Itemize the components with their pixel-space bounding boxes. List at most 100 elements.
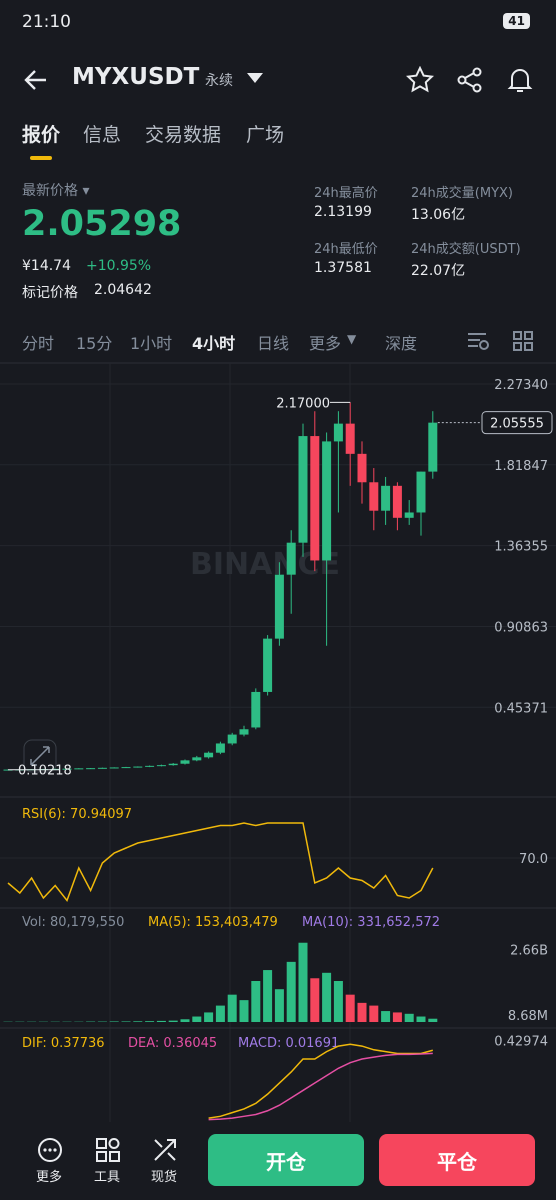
- tab[interactable]: 信息: [83, 124, 122, 146]
- back-icon[interactable]: [22, 66, 50, 94]
- candle-body: [263, 638, 273, 692]
- macd-legend: MACD: 0.01691: [238, 1036, 339, 1051]
- dea-line: [208, 1052, 433, 1121]
- candle-body: [192, 757, 202, 761]
- candle-body: [333, 423, 343, 442]
- last-price-box: [481, 411, 553, 435]
- stat-value: 2.13199: [314, 204, 372, 220]
- candle-body: [168, 763, 178, 766]
- candle-body: [121, 767, 131, 769]
- volume-bar: [298, 942, 308, 1022]
- stat-value: 1.37581: [314, 260, 372, 276]
- candle-body: [416, 471, 426, 513]
- more-caret: ▼: [347, 332, 357, 346]
- more-icon[interactable]: [37, 1137, 63, 1163]
- y-tick-label: 2.66B: [510, 943, 548, 958]
- dif-line: [208, 1043, 433, 1119]
- volume-bar: [286, 961, 296, 1022]
- volume-bar: [428, 1018, 438, 1022]
- low-label: 0.10218: [18, 764, 72, 779]
- volume-bar: [345, 994, 355, 1022]
- expand-icon: [30, 746, 50, 766]
- mark-price: 2.04642: [94, 282, 152, 298]
- y-tick-label: 0.90863: [494, 620, 548, 635]
- volume-bar: [251, 981, 261, 1022]
- interval[interactable]: 更多: [309, 334, 342, 353]
- y-tick-label: 1.36355: [494, 540, 548, 555]
- volume-bar: [310, 978, 320, 1022]
- ma5-legend: MA(5): 153,403,479: [148, 915, 278, 930]
- volume-bar: [322, 972, 332, 1022]
- candle-body: [145, 765, 155, 767]
- interval[interactable]: 1小时: [130, 334, 173, 353]
- tab[interactable]: 报价: [22, 124, 61, 146]
- stat-label: 24h最高价: [314, 186, 378, 201]
- interval[interactable]: 4小时: [192, 334, 236, 353]
- candle-body: [97, 767, 107, 769]
- volume-bar: [392, 1012, 402, 1022]
- interval[interactable]: 日线: [257, 334, 290, 353]
- y-tick-label: 2.27340: [494, 378, 548, 393]
- volume-bar: [416, 1016, 426, 1022]
- vol-legend: Vol: 80,179,550: [22, 915, 124, 930]
- interval[interactable]: 深度: [385, 334, 418, 353]
- contract-type[interactable]: 永续: [205, 73, 233, 89]
- indicator-icon[interactable]: [466, 330, 490, 352]
- candle-body: [239, 729, 249, 735]
- volume-bar: [274, 989, 284, 1022]
- kline-chart: BINANCE RSI(6): 70.94097 Vol: 80,179,550…: [0, 362, 556, 1122]
- volume-bar: [263, 970, 273, 1022]
- interval[interactable]: 分时: [22, 334, 55, 353]
- dropdown-icon[interactable]: [246, 72, 264, 84]
- volume-bar: [109, 1021, 119, 1022]
- tab[interactable]: 广场: [246, 124, 285, 146]
- volume-bar: [369, 1005, 379, 1022]
- nav-label[interactable]: 工具: [94, 1170, 121, 1185]
- alert-icon[interactable]: [506, 66, 534, 94]
- candle-body: [345, 423, 355, 454]
- y-tick-label: 8.68M: [508, 1009, 548, 1024]
- interval[interactable]: 15分: [76, 334, 113, 353]
- favorite-icon[interactable]: [406, 66, 434, 94]
- spot-icon[interactable]: [152, 1137, 178, 1163]
- candle-body: [180, 760, 190, 764]
- high-label: 2.17000: [276, 396, 330, 411]
- symbol[interactable]: MYXUSDT: [72, 64, 200, 90]
- stat-label: 24h最低价: [314, 242, 378, 257]
- tab[interactable]: 交易数据: [145, 124, 222, 146]
- volume-bar: [227, 994, 237, 1022]
- expand-button[interactable]: [23, 739, 57, 773]
- dif-legend: DIF: 0.37736: [22, 1036, 105, 1051]
- candle-body: [369, 482, 379, 511]
- volume-bar: [357, 1002, 367, 1022]
- share-icon[interactable]: [456, 66, 484, 94]
- layout-icon[interactable]: [512, 330, 534, 352]
- candle-body: [404, 512, 414, 518]
- y-tick-label: 0.42974: [494, 1035, 548, 1050]
- close-button[interactable]: 平仓: [379, 1134, 535, 1186]
- candle-body: [86, 768, 96, 770]
- tools-icon[interactable]: [95, 1137, 121, 1163]
- rsi-line: [7, 822, 434, 903]
- last-price-label: 2.05555: [490, 417, 544, 432]
- volume-bar: [156, 1020, 166, 1022]
- stat-label: 24h成交额(USDT): [411, 242, 521, 257]
- nav-label[interactable]: 更多: [36, 1170, 63, 1185]
- candle-body: [428, 422, 438, 472]
- y-tick-label: 70.0: [519, 852, 548, 867]
- candle-body: [298, 436, 308, 543]
- status-time: 21:10: [22, 12, 71, 32]
- candle-body: [227, 734, 237, 744]
- battery: 41: [503, 13, 530, 29]
- candle-body: [62, 768, 72, 770]
- volume-bar: [215, 1005, 225, 1022]
- candle-body: [310, 436, 320, 561]
- open-button[interactable]: 开仓: [208, 1134, 364, 1186]
- last-price: 2.05298: [22, 204, 182, 244]
- rsi-legend: RSI(6): 70.94097: [22, 807, 132, 822]
- tab-indicator: [30, 156, 52, 160]
- nav-label[interactable]: 现货: [151, 1170, 178, 1185]
- last-price-label: 最新价格 ▾: [22, 183, 90, 199]
- candle-body: [156, 765, 166, 767]
- candle-body: [133, 766, 143, 768]
